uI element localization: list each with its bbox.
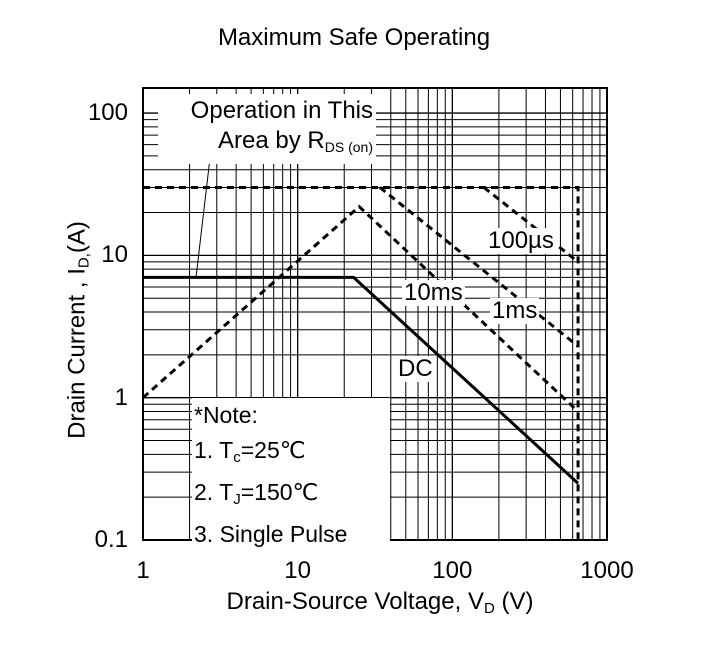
y-tick-label: 100 bbox=[87, 99, 128, 127]
series-dc bbox=[143, 275, 580, 485]
x-axis-label-unit: (V) bbox=[494, 588, 534, 615]
rds-on-annotation: Operation in This Area by RDS (on) bbox=[158, 94, 376, 164]
curve-label-10ms: 10ms bbox=[402, 279, 465, 306]
chart-title: Maximum Safe Operating bbox=[217, 24, 491, 51]
x-axis-label-text: Drain-Source Voltage, V bbox=[226, 588, 484, 615]
rds-line-2: Area by RDS (on) bbox=[218, 127, 373, 155]
rds-line-1: Operation in This bbox=[190, 97, 373, 124]
curve-label-dc: DC bbox=[396, 355, 435, 382]
series-10ms bbox=[142, 204, 580, 413]
curve-label-1ms: 1ms bbox=[490, 297, 540, 324]
rds-sub: DS (on) bbox=[324, 139, 373, 155]
y-tick-label: 10 bbox=[101, 241, 128, 269]
note-line-1: 1. Tc=25℃ bbox=[194, 437, 306, 466]
series-limit-boundary bbox=[143, 185, 580, 540]
series-group bbox=[142, 157, 580, 540]
x-tick-label: 10 bbox=[284, 557, 312, 584]
x-tick-label: 100 bbox=[432, 557, 473, 584]
series-100s bbox=[482, 186, 579, 264]
note-title: *Note: bbox=[194, 402, 258, 428]
y-tick-label: 1 bbox=[114, 383, 128, 411]
series-1ms bbox=[378, 186, 580, 348]
x-tick-label: 1 bbox=[136, 557, 150, 584]
x-axis-label: Drain-Source Voltage, VD (V) bbox=[145, 588, 615, 617]
note-line-3: 3. Single Pulse bbox=[194, 521, 348, 547]
x-tick-label: 1000 bbox=[580, 557, 634, 584]
rds-leader-line bbox=[195, 157, 211, 278]
y-tick-label: 0.1 bbox=[94, 526, 128, 553]
curve-label-100us: 100µs bbox=[486, 227, 556, 254]
note-line-2: 2. TJ=150℃ bbox=[194, 479, 319, 508]
note-box: *Note: 1. Tc=25℃ 2. TJ=150℃ 3. Single Pu… bbox=[192, 398, 390, 552]
x-axis-label-sub: D bbox=[483, 600, 495, 617]
